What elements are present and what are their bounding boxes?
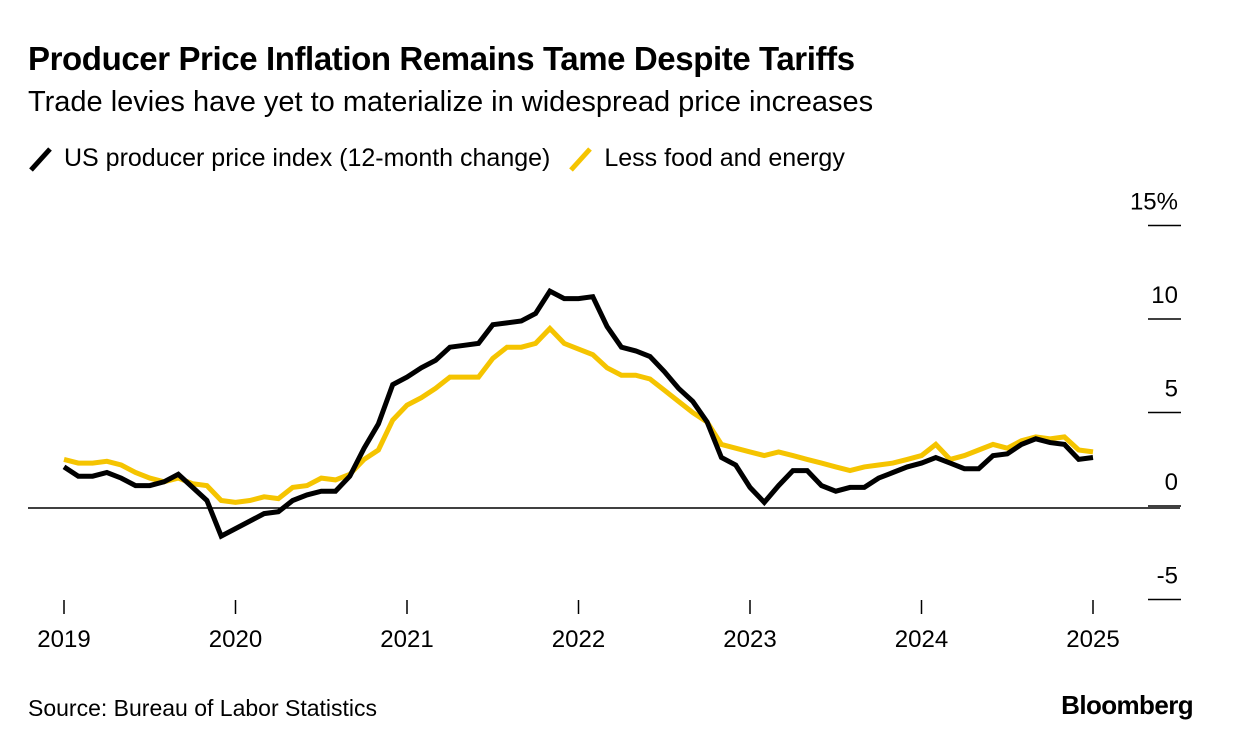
y-tick-label-10: 10 (1151, 282, 1178, 309)
chart-subtitle: Trade levies have yet to materialize in … (28, 86, 874, 118)
x-tick-label-2023: 2023 (723, 626, 776, 653)
legend-swatch-core (569, 146, 593, 172)
source-note: Source: Bureau of Labor Statistics (28, 695, 378, 721)
x-tick-label-2019: 2019 (37, 626, 90, 653)
legend: US producer price index (12-month change… (28, 144, 863, 173)
legend-item-ppi: US producer price index (12-month change… (28, 144, 550, 173)
line-chart: -5 0 5 10 15% 2019 2020 2021 2022 2023 2024 2025 (28, 189, 1181, 653)
x-tick-label-2021: 2021 (380, 626, 433, 653)
y-tick-label-15: 15% (1130, 189, 1178, 216)
bloomberg-logo: Bloomberg (1061, 690, 1193, 720)
y-tick-label-0: 0 (1165, 469, 1178, 496)
chart-title: Producer Price Inflation Remains Tame De… (28, 40, 855, 77)
y-tick-label--5: -5 (1157, 563, 1178, 590)
legend-item-core: Less food and energy (568, 144, 845, 173)
y-tick-label-5: 5 (1165, 376, 1178, 403)
legend-label-ppi: US producer price index (12-month change… (64, 144, 551, 172)
x-tick-label-2024: 2024 (895, 626, 948, 653)
x-tick-label-2020: 2020 (209, 626, 262, 653)
series-line-core (63, 324, 1094, 505)
legend-swatch-ppi (29, 146, 52, 172)
series-line-ppi (62, 287, 1094, 540)
x-tick-label-2022: 2022 (552, 626, 605, 653)
legend-label-core: Less food and energy (604, 144, 845, 172)
x-tick-label-2025: 2025 (1066, 626, 1119, 653)
